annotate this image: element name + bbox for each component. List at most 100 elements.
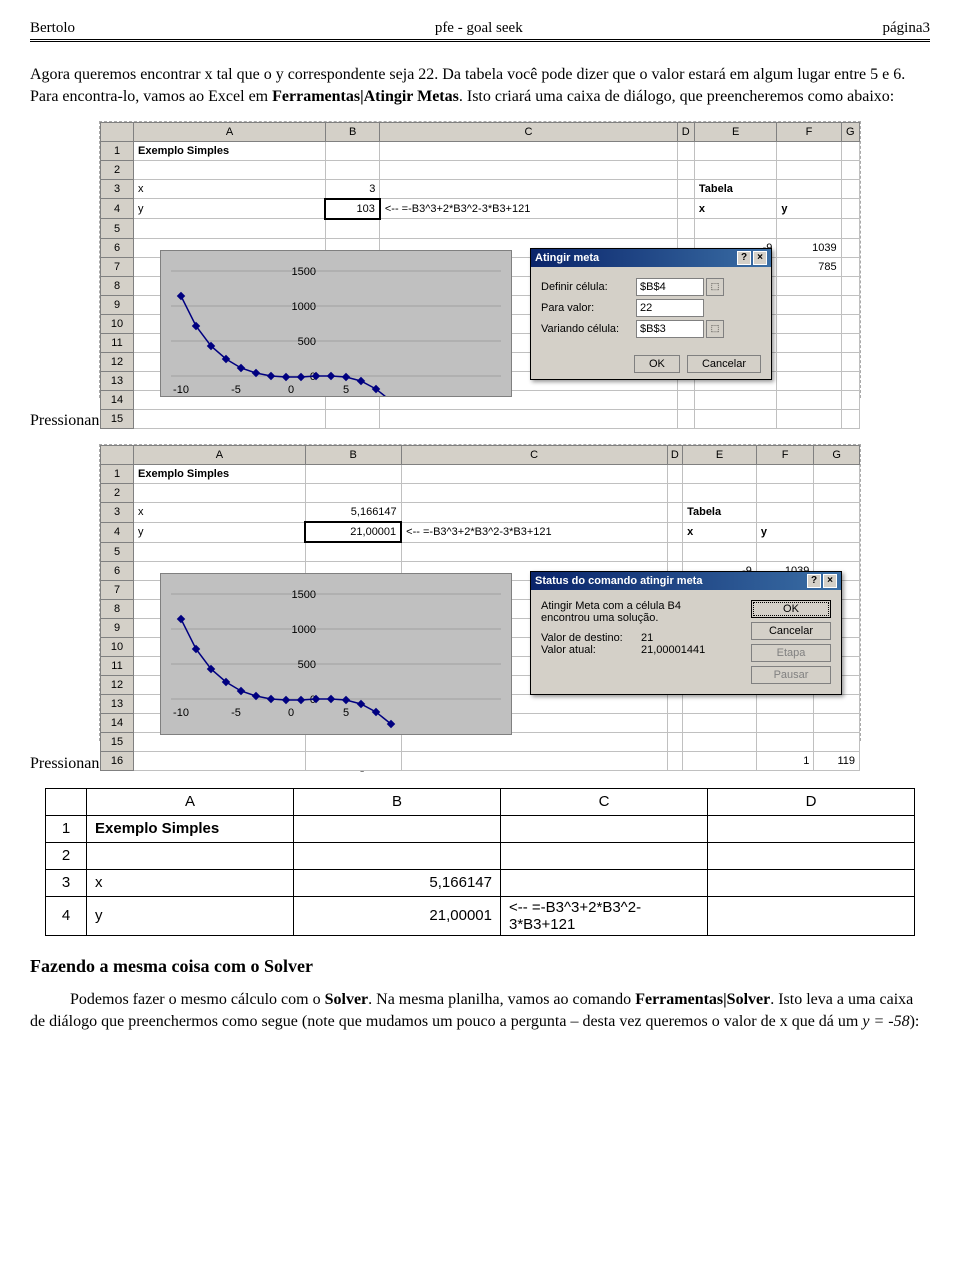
row-header: 15 bbox=[101, 733, 134, 752]
etapa-button[interactable]: Etapa bbox=[751, 644, 831, 662]
cell: 3 bbox=[46, 869, 87, 896]
svg-text:500: 500 bbox=[298, 659, 316, 671]
cell bbox=[841, 409, 859, 428]
field-input[interactable] bbox=[636, 320, 704, 338]
row-header: 16 bbox=[101, 752, 134, 771]
row-header: 12 bbox=[101, 352, 134, 371]
cell bbox=[777, 352, 841, 371]
cell: 5,166147 bbox=[294, 869, 501, 896]
cell bbox=[667, 522, 682, 542]
row-header: 9 bbox=[101, 295, 134, 314]
svg-text:1500: 1500 bbox=[292, 266, 316, 278]
field-input[interactable] bbox=[636, 299, 704, 317]
row-header: 2 bbox=[101, 160, 134, 179]
cell bbox=[305, 465, 401, 484]
cell: Tabela bbox=[694, 179, 777, 199]
cell bbox=[777, 314, 841, 333]
heading-solver: Fazendo a mesma coisa com o Solver bbox=[30, 956, 930, 977]
cell bbox=[694, 390, 777, 409]
header-rule bbox=[30, 41, 930, 42]
cell bbox=[841, 371, 859, 390]
cell: <-- =-B3^3+2*B3^2-3*B3+121 bbox=[380, 199, 677, 219]
cell: <-- =-B3^3+2*B3^2-3*B3+121 bbox=[501, 896, 708, 935]
svg-text:-5: -5 bbox=[231, 384, 241, 396]
cell bbox=[667, 503, 682, 523]
col-header bbox=[101, 122, 134, 141]
cell: x bbox=[134, 503, 306, 523]
cell bbox=[841, 238, 859, 257]
cell: 103 bbox=[325, 199, 379, 219]
row-header: 4 bbox=[101, 522, 134, 542]
chart-svg-1: 150010005000-10-505 bbox=[161, 251, 511, 397]
cell bbox=[756, 542, 813, 562]
cell bbox=[777, 333, 841, 352]
help-icon[interactable]: ? bbox=[807, 574, 821, 588]
cell bbox=[777, 390, 841, 409]
field-label: Definir célula: bbox=[541, 281, 636, 293]
cell: <-- =-B3^3+2*B3^2-3*B3+121 bbox=[401, 522, 667, 542]
row-header: 2 bbox=[101, 484, 134, 503]
close-icon[interactable]: × bbox=[823, 574, 837, 588]
cell bbox=[134, 409, 326, 428]
row-header: 9 bbox=[101, 619, 134, 638]
cell: y bbox=[134, 199, 326, 219]
dialog-title-text: Status do comando atingir meta bbox=[535, 575, 702, 587]
cell bbox=[380, 141, 677, 160]
cell: 1039 bbox=[777, 238, 841, 257]
col-header: A bbox=[87, 788, 294, 815]
cell bbox=[401, 752, 667, 771]
svg-text:0: 0 bbox=[288, 384, 294, 396]
cancel-button[interactable]: Cancelar bbox=[751, 622, 831, 640]
field-label: Variando célula: bbox=[541, 323, 636, 335]
header-center: pfe - goal seek bbox=[435, 20, 523, 37]
cell bbox=[777, 409, 841, 428]
help-icon[interactable]: ? bbox=[737, 251, 751, 265]
cell bbox=[777, 219, 841, 239]
cell bbox=[777, 276, 841, 295]
cell bbox=[756, 503, 813, 523]
pausar-button[interactable]: Pausar bbox=[751, 666, 831, 684]
cell bbox=[677, 160, 694, 179]
col-header bbox=[101, 446, 134, 465]
cell bbox=[677, 219, 694, 239]
row-header: 8 bbox=[101, 600, 134, 619]
cell bbox=[683, 465, 757, 484]
cell bbox=[677, 199, 694, 219]
cell bbox=[401, 465, 667, 484]
cell bbox=[841, 219, 859, 239]
header-left: Bertolo bbox=[30, 20, 75, 37]
cell: x bbox=[87, 869, 294, 896]
ref-picker-icon[interactable]: ⬚ bbox=[706, 320, 724, 338]
row-header: 10 bbox=[101, 638, 134, 657]
col-header: G bbox=[814, 446, 860, 465]
cell bbox=[325, 409, 379, 428]
svg-text:500: 500 bbox=[298, 336, 316, 348]
field-input[interactable] bbox=[636, 278, 704, 296]
ref-picker-icon[interactable]: ⬚ bbox=[706, 278, 724, 296]
col-header: A bbox=[134, 446, 306, 465]
close-icon[interactable]: × bbox=[753, 251, 767, 265]
header-right: página3 bbox=[883, 20, 930, 37]
cell: y bbox=[756, 522, 813, 542]
row-header: 6 bbox=[101, 238, 134, 257]
chart-svg-2: 150010005000-10-505 bbox=[161, 574, 511, 734]
cell bbox=[380, 160, 677, 179]
cell bbox=[777, 179, 841, 199]
dialog-body: Definir célula:⬚Para valor:Variando célu… bbox=[531, 267, 771, 349]
dialog-body: Atingir Meta com a célula B4 encontrou u… bbox=[531, 590, 841, 694]
row-header: 1 bbox=[101, 141, 134, 160]
cell: x bbox=[134, 179, 326, 199]
cell bbox=[814, 695, 860, 714]
svg-text:-5: -5 bbox=[231, 707, 241, 719]
row-header: 15 bbox=[101, 409, 134, 428]
row-header: 7 bbox=[101, 257, 134, 276]
col-header: B bbox=[294, 788, 501, 815]
ok-button[interactable]: OK bbox=[751, 600, 831, 618]
cell bbox=[841, 333, 859, 352]
cancel-button[interactable]: Cancelar bbox=[687, 355, 761, 373]
cell bbox=[694, 160, 777, 179]
svg-text:5: 5 bbox=[343, 384, 349, 396]
cell bbox=[841, 179, 859, 199]
ok-button[interactable]: OK bbox=[634, 355, 680, 373]
col-header: D bbox=[708, 788, 915, 815]
